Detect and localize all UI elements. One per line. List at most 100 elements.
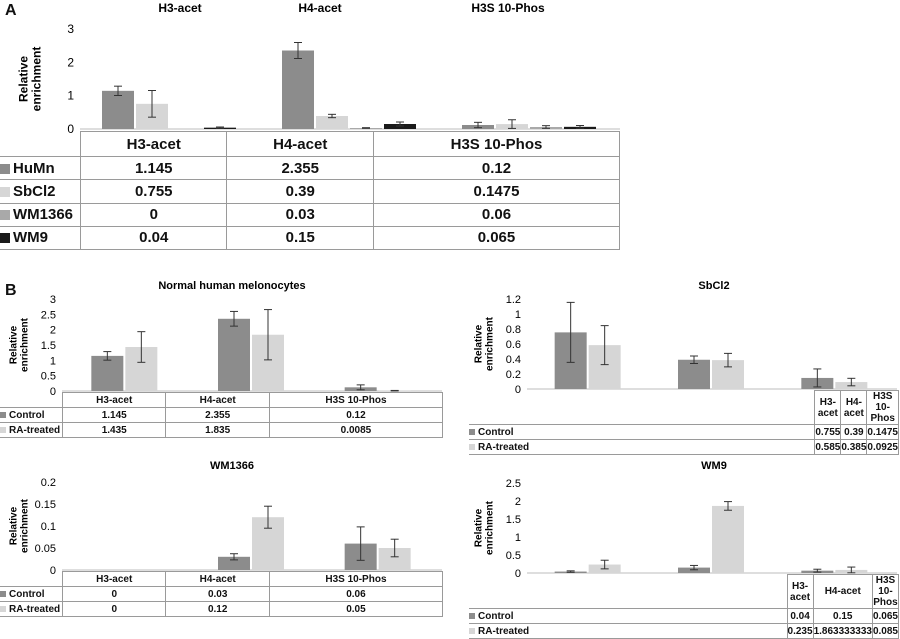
table-cell: 0.06 [373,203,619,226]
legend-cell-empty [0,572,63,587]
col-header: H3S 10-Phos [269,572,442,587]
legend-swatch-icon [0,591,6,597]
y-tick-label: 1 [515,532,521,544]
y-tick-label: 1.5 [41,340,56,352]
table-cell: 0.065 [872,609,898,624]
legend-cell: Control [0,587,63,602]
col-header: H3-acet [815,391,841,425]
legend-swatch-icon [469,628,475,634]
y-tick-label: 1.2 [506,294,521,306]
legend-swatch-icon [0,427,6,433]
category-header-label: H3S 10-Phos [471,1,545,15]
table-cell: 1.145 [81,157,227,180]
col-header: H4-acet [166,393,269,408]
table-cell: 0.12 [373,157,619,180]
legend-cell: HuMn [0,157,81,180]
y-axis-label-line: enrichment [20,317,31,372]
table-row: HuMn 1.145 2.355 0.12 [0,157,620,180]
col-header: H4-acet [227,132,373,157]
table-cell: 0.065 [373,226,619,249]
table-cell: 0.04 [787,609,813,624]
legend-label: Control [9,410,45,421]
legend-cell: Control [469,609,787,624]
table-cell: 0.39 [841,425,867,440]
table-cell: 2.355 [166,408,269,423]
legend-cell: RA-treated [469,440,815,455]
table-cell: 0 [63,602,166,617]
col-header: H3S 10-Phos [269,393,442,408]
table-cell: 0.085 [872,624,898,639]
y-axis-label-line: enrichment [20,498,31,553]
table-cell: 0 [63,587,166,602]
y-axis-label: Relativeenrichment [9,317,31,372]
table-cell: 0.12 [269,408,442,423]
col-header: H3S 10-Phos [872,575,898,609]
col-header: H4-acet [166,572,269,587]
y-tick-label: 0.4 [506,354,521,366]
y-tick-label: 2.5 [506,478,521,490]
table-cell: 0.03 [227,203,373,226]
legend-cell-empty [0,132,81,157]
y-tick-label: 3 [50,294,56,306]
legend-cell: RA-treated [0,602,63,617]
legend-swatch-icon [0,606,6,612]
table-cell: 0.755 [815,425,841,440]
col-header: H3S 10-Phos [867,391,899,425]
table-cell: 0.03 [166,587,269,602]
bar [712,506,744,573]
table-cell: 0.1475 [373,180,619,203]
legend-label: RA-treated [478,442,529,453]
table-cell: 2.355 [227,157,373,180]
col-header: H4-acet [813,575,872,609]
y-tick-label: 2 [67,55,74,69]
table-cell: 0.06 [269,587,442,602]
table-cell: 0 [81,203,227,226]
y-axis-label-line: Relative [16,56,30,102]
table-cell: 0.15 [227,226,373,249]
table-cell: 0.05 [269,602,442,617]
panel-a-table: H3-acet H4-acet H3S 10-Phos HuMn 1.145 2… [0,131,620,250]
col-header: H3S 10-Phos [373,132,619,157]
legend-label: Control [478,427,514,438]
category-header-label: H4-acet [298,1,341,15]
y-axis-label: Relativeenrichment [474,500,496,555]
col-header: H3-acet [787,575,813,609]
col-header: H4-acet [841,391,867,425]
table-cell: 0.12 [166,602,269,617]
y-tick-label: 1 [50,355,56,367]
legend-label: WM9 [13,229,48,246]
table-row: SbCl2 0.755 0.39 0.1475 [0,180,620,203]
legend-cell: RA-treated [469,624,787,639]
legend-cell-empty [469,575,787,609]
table-cell: 0.15 [813,609,872,624]
y-axis-label-line: enrichment [485,316,496,371]
legend-label: RA-treated [9,604,60,615]
y-axis-label-line: enrichment [485,500,496,555]
y-tick-label: 0.1 [41,521,56,533]
legend-swatch-icon [0,233,10,243]
y-tick-label: 0.2 [506,369,521,381]
y-tick-label: 0.2 [41,477,56,489]
y-tick-label: 1 [67,89,74,103]
bar [282,51,314,130]
y-tick-label: 2.5 [41,309,56,321]
legend-swatch-icon [469,444,475,450]
table-cell: 1.145 [63,408,166,423]
y-tick-label: 1 [515,309,521,321]
y-axis-label: Relativeenrichment [16,47,43,112]
legend-swatch-icon [469,429,475,435]
y-axis-label: Relativeenrichment [9,498,31,553]
legend-cell: Control [469,425,815,440]
y-tick-label: 3 [67,22,74,36]
table-row: WM9 0.04 0.15 0.065 [0,226,620,249]
table-cell: 0.755 [81,180,227,203]
table-cell: 0.39 [227,180,373,203]
